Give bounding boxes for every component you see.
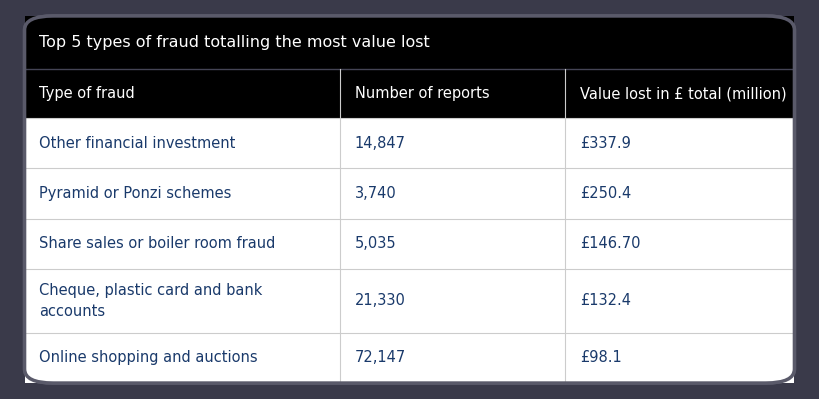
Bar (25, 69, 794, 118)
Text: 5,035: 5,035 (355, 237, 396, 251)
Bar (25, 269, 794, 333)
Text: Online shopping and auctions: Online shopping and auctions (39, 350, 258, 365)
Text: Number of reports: Number of reports (355, 86, 489, 101)
Text: Share sales or boiler room fraud: Share sales or boiler room fraud (39, 237, 276, 251)
Bar (25, 168, 794, 219)
Text: Other financial investment: Other financial investment (39, 136, 236, 151)
Text: £250.4: £250.4 (580, 186, 631, 201)
Text: £337.9: £337.9 (580, 136, 631, 151)
Text: £132.4: £132.4 (580, 293, 631, 308)
Text: Pyramid or Ponzi schemes: Pyramid or Ponzi schemes (39, 186, 232, 201)
Bar (25, 118, 794, 168)
Text: £98.1: £98.1 (580, 350, 622, 365)
FancyBboxPatch shape (25, 16, 794, 383)
Text: Type of fraud: Type of fraud (39, 86, 135, 101)
Bar (25, 219, 794, 269)
Text: 14,847: 14,847 (355, 136, 405, 151)
Text: 21,330: 21,330 (355, 293, 405, 308)
Text: 3,740: 3,740 (355, 186, 396, 201)
Text: Cheque, plastic card and bank
accounts: Cheque, plastic card and bank accounts (39, 283, 263, 319)
Bar (25, 16, 794, 69)
Bar (25, 333, 794, 383)
Text: Top 5 types of fraud totalling the most value lost: Top 5 types of fraud totalling the most … (39, 35, 430, 50)
Text: 72,147: 72,147 (355, 350, 406, 365)
Text: Value lost in £ total (million): Value lost in £ total (million) (580, 86, 786, 101)
Text: £146.70: £146.70 (580, 237, 640, 251)
